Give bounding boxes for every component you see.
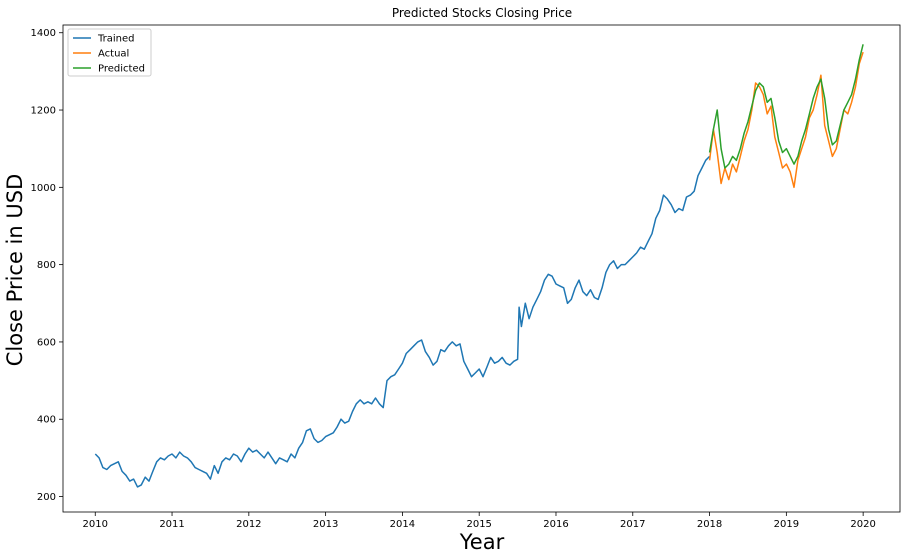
x-tick-label: 2015 bbox=[466, 519, 491, 530]
x-tick-label: 2011 bbox=[159, 519, 184, 530]
legend-label-actual: Actual bbox=[98, 49, 129, 60]
x-tick-label: 2016 bbox=[543, 519, 568, 530]
x-tick-label: 2012 bbox=[236, 519, 261, 530]
x-tick-label: 2013 bbox=[313, 519, 338, 530]
x-axis-label: Year bbox=[459, 530, 505, 554]
series-line-actual bbox=[708, 51, 864, 189]
x-tick-label: 2017 bbox=[620, 519, 645, 530]
axes-frame bbox=[62, 24, 901, 513]
series-line-predicted bbox=[708, 44, 864, 169]
y-tick-label: 1400 bbox=[31, 28, 56, 39]
y-tick-label: 400 bbox=[37, 415, 56, 426]
chart-title: Predicted Stocks Closing Price bbox=[392, 6, 572, 20]
y-tick-label: 600 bbox=[37, 337, 56, 348]
y-tick-label: 1200 bbox=[31, 106, 56, 117]
legend-label-trained: Trained bbox=[97, 34, 135, 45]
x-tick-label: 2014 bbox=[390, 519, 415, 530]
x-tick-label: 2010 bbox=[83, 519, 108, 530]
x-tick-label: 2020 bbox=[850, 519, 875, 530]
y-tick-label: 1000 bbox=[31, 183, 56, 194]
series-line-trained bbox=[94, 155, 711, 488]
y-tick-label: 200 bbox=[37, 492, 56, 503]
legend-label-predicted: Predicted bbox=[98, 64, 145, 75]
legend: Trained Actual Predicted bbox=[67, 28, 152, 77]
y-axis-label: Close Price in USD bbox=[3, 174, 27, 366]
plot-area: 2010 2011 2012 2013 2014 2015 2016 2017 2018 2019… bbox=[31, 24, 901, 530]
x-tick-label: 2018 bbox=[697, 519, 722, 530]
legend-box bbox=[67, 28, 152, 77]
y-tick-label: 800 bbox=[37, 260, 56, 271]
x-tick-label: 2019 bbox=[774, 519, 799, 530]
